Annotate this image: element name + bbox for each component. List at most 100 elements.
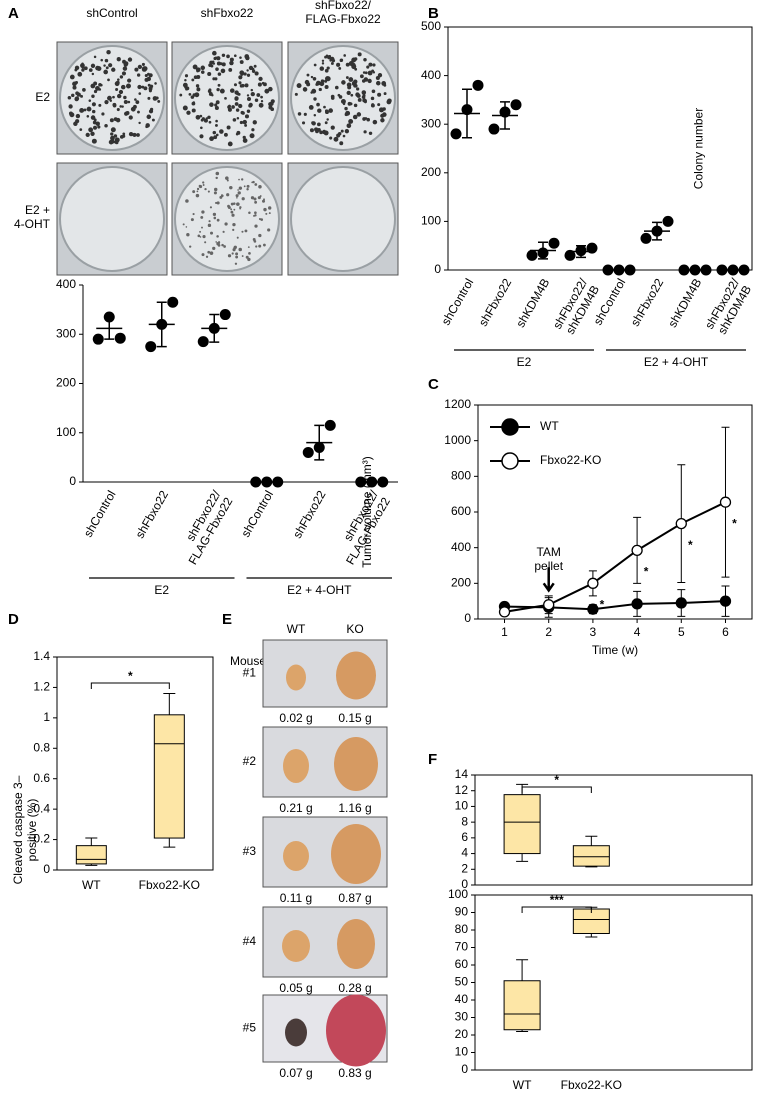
- data-point: [92, 333, 104, 345]
- colony: [230, 208, 233, 211]
- colony: [141, 66, 147, 72]
- colony: [241, 255, 244, 257]
- colony: [201, 253, 205, 257]
- colony: [255, 245, 258, 248]
- series-line: [504, 600, 726, 611]
- colony: [212, 246, 216, 251]
- colony: [252, 238, 256, 241]
- colony: [74, 81, 79, 85]
- colony: [202, 184, 205, 186]
- panel-label: B: [428, 5, 439, 22]
- colony: [197, 234, 201, 238]
- colony: [194, 92, 200, 98]
- colony: [214, 103, 218, 107]
- colony: [329, 59, 332, 62]
- data-point: [145, 341, 157, 353]
- tumor-weight: 0.15 g: [338, 711, 371, 725]
- tumor: [283, 841, 309, 871]
- colony: [114, 137, 120, 143]
- colony: [339, 58, 343, 63]
- y-tick-label: 800: [451, 469, 471, 483]
- data-point: [548, 237, 560, 249]
- colony: [313, 63, 317, 67]
- colony: [207, 115, 211, 119]
- plot-frame: [447, 26, 753, 271]
- y-tick-label: 0: [464, 611, 471, 625]
- colony: [123, 99, 128, 104]
- colony: [134, 67, 139, 72]
- colony: [204, 187, 207, 191]
- data-point: [499, 106, 511, 118]
- colony: [356, 112, 362, 117]
- colony: [381, 81, 387, 86]
- x-tick-label: shKDM4B: [513, 276, 552, 330]
- legend-marker: [501, 452, 519, 470]
- colony: [317, 122, 321, 127]
- colony: [125, 110, 130, 115]
- tumor-weight: 0.07 g: [279, 1066, 312, 1080]
- colony: [93, 81, 98, 86]
- colony: [90, 63, 96, 68]
- colony: [93, 89, 98, 94]
- significance-bracket: [521, 906, 592, 913]
- data-point: [302, 446, 314, 458]
- significance: ***: [550, 893, 564, 907]
- colony: [367, 78, 372, 84]
- tumor: [334, 737, 378, 791]
- colony: [244, 83, 249, 88]
- colony: [143, 86, 148, 91]
- data-point: [675, 517, 687, 530]
- y-tick-label: 400: [421, 68, 441, 82]
- colony: [225, 176, 229, 180]
- data-point: [587, 577, 599, 589]
- colony: [250, 91, 255, 97]
- colony: [231, 105, 235, 109]
- colony: [356, 87, 360, 91]
- x-tick-label: shFbxo22: [133, 488, 172, 541]
- colony: [221, 62, 226, 67]
- y-tick-label: 70: [455, 940, 469, 954]
- colony: [117, 93, 122, 99]
- colony: [209, 251, 214, 255]
- colony: [108, 139, 114, 145]
- colony: [184, 74, 189, 78]
- colony: [247, 96, 252, 101]
- y-tick-label: 8: [461, 814, 468, 828]
- y-tick-label: 1.4: [33, 649, 50, 663]
- y-tick-label: 0: [461, 1062, 468, 1076]
- colony: [80, 94, 83, 98]
- colony: [118, 89, 124, 95]
- tumor-weight: 1.16 g: [338, 801, 371, 815]
- colony: [238, 75, 243, 80]
- colony: [179, 93, 183, 97]
- colony: [110, 135, 115, 141]
- column-header: shControl: [86, 6, 137, 20]
- colony: [227, 254, 232, 258]
- colony: [352, 114, 358, 120]
- annotation: *: [732, 516, 737, 530]
- colony: [212, 212, 217, 217]
- colony: [303, 87, 306, 90]
- colony: [243, 185, 246, 188]
- axes: [82, 285, 398, 483]
- colony: [186, 110, 191, 115]
- colony: [217, 83, 221, 87]
- colony: [85, 132, 90, 137]
- colony: [236, 196, 238, 199]
- colony: [359, 74, 364, 79]
- colony: [122, 134, 126, 138]
- significance: *: [128, 669, 133, 683]
- data-point: [675, 597, 687, 609]
- box: [503, 980, 541, 1031]
- data-point: [719, 595, 732, 607]
- colony: [216, 218, 220, 222]
- colony: [310, 91, 313, 94]
- panel-label: D: [8, 611, 19, 628]
- significance-bracket: [90, 682, 170, 689]
- y-tick-label: 6: [461, 830, 468, 844]
- colony: [315, 129, 319, 134]
- colony: [207, 223, 212, 228]
- colony: [135, 100, 140, 105]
- colony: [321, 59, 325, 62]
